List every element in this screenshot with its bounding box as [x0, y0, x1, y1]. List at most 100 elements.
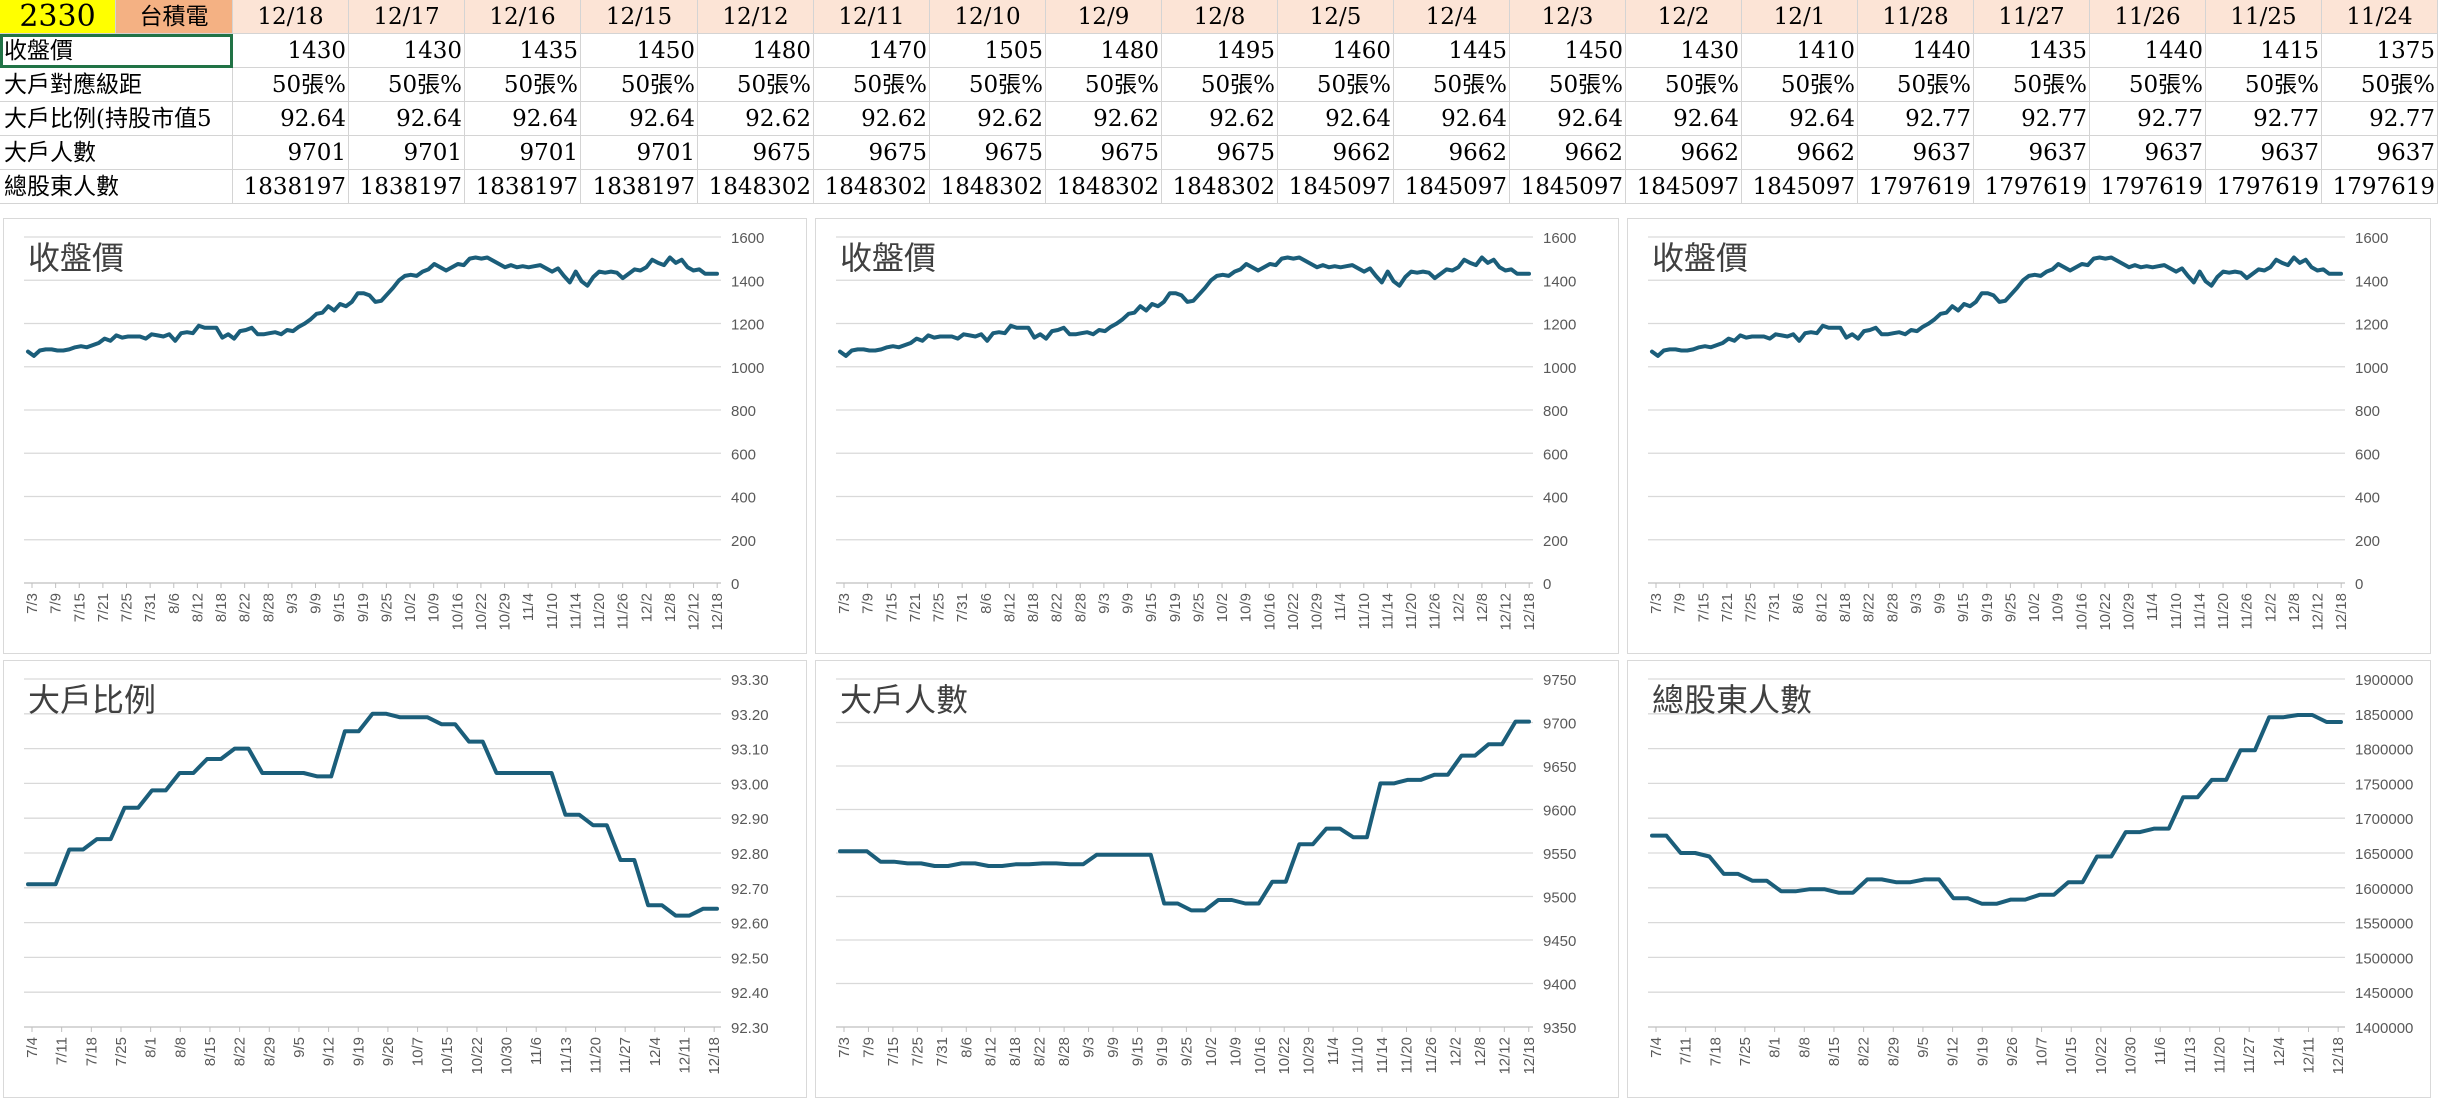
- table-cell[interactable]: 1430: [233, 34, 349, 68]
- table-cell[interactable]: 92.77: [1974, 102, 2090, 136]
- table-cell[interactable]: 92.64: [233, 102, 349, 136]
- table-cell[interactable]: 50張%: [1046, 68, 1162, 102]
- date-header-cell[interactable]: 12/9: [1046, 0, 1162, 34]
- date-header-cell[interactable]: 12/11: [814, 0, 930, 34]
- table-cell[interactable]: 1848302: [930, 170, 1046, 204]
- table-cell[interactable]: 1505: [930, 34, 1046, 68]
- date-header-cell[interactable]: 12/2: [1626, 0, 1742, 34]
- date-header-cell[interactable]: 12/4: [1394, 0, 1510, 34]
- table-cell[interactable]: 50張%: [1626, 68, 1742, 102]
- table-cell[interactable]: 1480: [698, 34, 814, 68]
- row-label-cell[interactable]: 收盤價: [0, 34, 233, 68]
- table-cell[interactable]: 1845097: [1394, 170, 1510, 204]
- table-cell[interactable]: 50張%: [2206, 68, 2322, 102]
- table-cell[interactable]: 1797619: [2206, 170, 2322, 204]
- date-header-cell[interactable]: 11/27: [1974, 0, 2090, 34]
- stock-code-cell[interactable]: 2330: [0, 0, 116, 34]
- table-cell[interactable]: 9662: [1278, 136, 1394, 170]
- chart-panel[interactable]: 收盤價 0 200 400 600 800 1000 1200 1400 1600 7/3 7/9 7…: [1627, 218, 2431, 654]
- table-cell[interactable]: 1845097: [1626, 170, 1742, 204]
- table-cell[interactable]: 1838197: [349, 170, 465, 204]
- date-header-cell[interactable]: 11/25: [2206, 0, 2322, 34]
- table-cell[interactable]: 50張%: [1858, 68, 1974, 102]
- table-cell[interactable]: 50張%: [233, 68, 349, 102]
- table-cell[interactable]: 92.77: [2090, 102, 2206, 136]
- table-cell[interactable]: 1445: [1394, 34, 1510, 68]
- table-cell[interactable]: 92.77: [2322, 102, 2438, 136]
- date-header-cell[interactable]: 12/18: [233, 0, 349, 34]
- table-cell[interactable]: 92.64: [1626, 102, 1742, 136]
- table-cell[interactable]: 92.64: [581, 102, 698, 136]
- table-cell[interactable]: 1470: [814, 34, 930, 68]
- date-header-cell[interactable]: 11/26: [2090, 0, 2206, 34]
- table-cell[interactable]: 9701: [233, 136, 349, 170]
- table-cell[interactable]: 1430: [349, 34, 465, 68]
- table-cell[interactable]: 1848302: [814, 170, 930, 204]
- chart-panel[interactable]: 大戶人數 9350 9400 9450 9500 9550 9600 9650 9700 975…: [815, 660, 1619, 1098]
- table-cell[interactable]: 1415: [2206, 34, 2322, 68]
- date-header-cell[interactable]: 11/24: [2322, 0, 2438, 34]
- table-cell[interactable]: 1460: [1278, 34, 1394, 68]
- chart-panel[interactable]: 收盤價 0 200 400 600 800 1000 1200 1400 1600 7/3 7/9 7…: [815, 218, 1619, 654]
- table-cell[interactable]: 92.77: [2206, 102, 2322, 136]
- date-header-cell[interactable]: 12/15: [581, 0, 698, 34]
- table-cell[interactable]: 9637: [2322, 136, 2438, 170]
- table-cell[interactable]: 50張%: [1394, 68, 1510, 102]
- table-cell[interactable]: 1797619: [2322, 170, 2438, 204]
- table-cell[interactable]: 50張%: [2322, 68, 2438, 102]
- row-label-cell[interactable]: 大戶對應級距: [0, 68, 233, 102]
- table-cell[interactable]: 9637: [2090, 136, 2206, 170]
- stock-name-cell[interactable]: 台積電: [116, 0, 233, 34]
- table-cell[interactable]: 92.64: [1278, 102, 1394, 136]
- table-cell[interactable]: 50張%: [1162, 68, 1278, 102]
- table-cell[interactable]: 1838197: [581, 170, 698, 204]
- table-cell[interactable]: 9637: [1858, 136, 1974, 170]
- table-cell[interactable]: 1440: [2090, 34, 2206, 68]
- table-cell[interactable]: 92.64: [1742, 102, 1858, 136]
- table-cell[interactable]: 92.77: [1858, 102, 1974, 136]
- chart-panel[interactable]: 大戶比例 92.30 92.40 92.50 92.60 92.70 92.80 92.90…: [3, 660, 807, 1098]
- table-cell[interactable]: 9675: [1046, 136, 1162, 170]
- table-cell[interactable]: 50張%: [1974, 68, 2090, 102]
- table-cell[interactable]: 1797619: [1974, 170, 2090, 204]
- table-cell[interactable]: 1435: [1974, 34, 2090, 68]
- table-cell[interactable]: 50張%: [1510, 68, 1626, 102]
- date-header-cell[interactable]: 12/17: [349, 0, 465, 34]
- date-header-cell[interactable]: 12/8: [1162, 0, 1278, 34]
- table-cell[interactable]: 1435: [465, 34, 581, 68]
- table-cell[interactable]: 9675: [930, 136, 1046, 170]
- table-cell[interactable]: 1845097: [1742, 170, 1858, 204]
- table-cell[interactable]: 1480: [1046, 34, 1162, 68]
- date-header-cell[interactable]: 12/5: [1278, 0, 1394, 34]
- table-cell[interactable]: 9662: [1742, 136, 1858, 170]
- table-cell[interactable]: 9675: [698, 136, 814, 170]
- table-cell[interactable]: 50張%: [465, 68, 581, 102]
- table-cell[interactable]: 9701: [465, 136, 581, 170]
- table-cell[interactable]: 9675: [1162, 136, 1278, 170]
- table-cell[interactable]: 92.62: [1162, 102, 1278, 136]
- table-cell[interactable]: 92.64: [1510, 102, 1626, 136]
- table-cell[interactable]: 1845097: [1510, 170, 1626, 204]
- table-cell[interactable]: 1848302: [1046, 170, 1162, 204]
- table-cell[interactable]: 1440: [1858, 34, 1974, 68]
- date-header-cell[interactable]: 12/16: [465, 0, 581, 34]
- table-cell[interactable]: 1848302: [1162, 170, 1278, 204]
- date-header-cell[interactable]: 12/1: [1742, 0, 1858, 34]
- table-cell[interactable]: 9701: [581, 136, 698, 170]
- date-header-cell[interactable]: 12/3: [1510, 0, 1626, 34]
- chart-panel[interactable]: 總股東人數 1400000 1450000 1500000 1550000 160000…: [1627, 660, 2431, 1098]
- table-cell[interactable]: 92.62: [698, 102, 814, 136]
- table-cell[interactable]: 1450: [581, 34, 698, 68]
- table-cell[interactable]: 50張%: [2090, 68, 2206, 102]
- chart-panel[interactable]: 收盤價 0 200 400 600 800 1000 1200 1400 1600 7/3 7/9 7…: [3, 218, 807, 654]
- table-cell[interactable]: 1410: [1742, 34, 1858, 68]
- table-cell[interactable]: 1495: [1162, 34, 1278, 68]
- row-label-cell[interactable]: 總股東人數: [0, 170, 233, 204]
- table-cell[interactable]: 92.64: [465, 102, 581, 136]
- table-cell[interactable]: 92.62: [930, 102, 1046, 136]
- table-cell[interactable]: 50張%: [349, 68, 465, 102]
- table-cell[interactable]: 50張%: [930, 68, 1046, 102]
- table-cell[interactable]: 9637: [1974, 136, 2090, 170]
- table-cell[interactable]: 1848302: [698, 170, 814, 204]
- table-cell[interactable]: 50張%: [814, 68, 930, 102]
